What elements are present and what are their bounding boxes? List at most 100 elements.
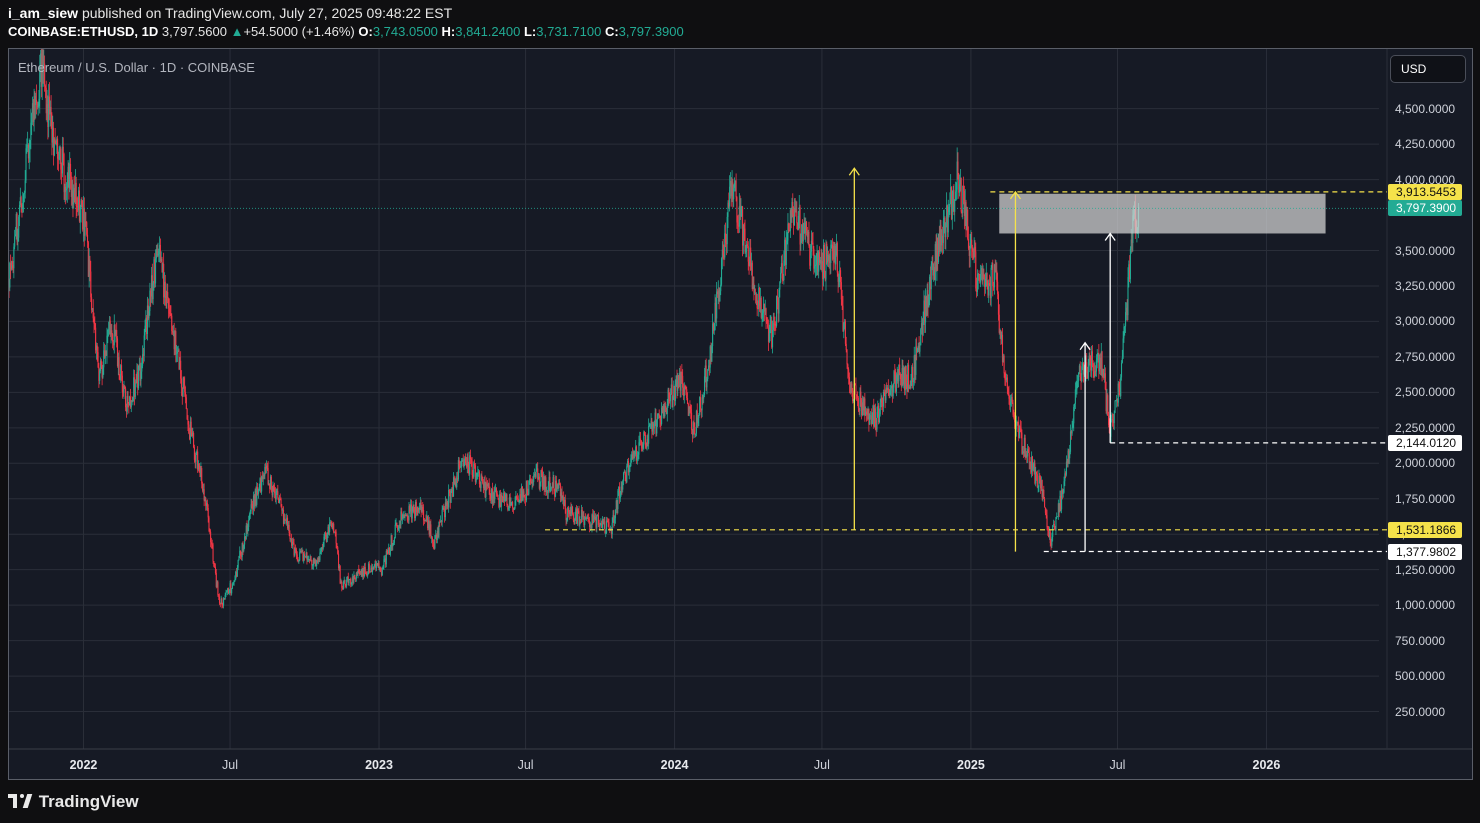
candle-body <box>620 486 622 493</box>
resistance-zone <box>999 193 1326 234</box>
candle-body <box>519 494 521 502</box>
candle-body <box>793 207 795 226</box>
candle-body <box>975 251 977 289</box>
candle-body <box>244 536 246 540</box>
candle-body <box>460 466 462 468</box>
candle-body <box>84 221 86 236</box>
candle-body <box>546 491 548 493</box>
candle-body <box>516 497 519 499</box>
candle-body <box>602 518 604 525</box>
candle-body <box>265 466 267 469</box>
price-tick-label: 2,750.0000 <box>1395 349 1456 364</box>
candle-body <box>384 558 387 565</box>
candle-body <box>350 579 352 585</box>
candle-body <box>901 367 903 387</box>
candle-body <box>277 491 279 498</box>
candle-body <box>616 500 618 510</box>
chart-pane[interactable]: Ethereum / U.S. Dollar · 1D · COINBASE U… <box>8 48 1473 780</box>
candle-body <box>509 497 511 507</box>
candle-body <box>1101 351 1103 377</box>
last-price: 3,797.5600 <box>161 24 227 39</box>
candle-body <box>732 182 734 200</box>
candle-body <box>1092 362 1094 372</box>
candle-body <box>612 514 614 523</box>
candle-body <box>486 484 489 487</box>
candle-body <box>733 187 735 200</box>
candle-body <box>607 520 609 523</box>
candle-body <box>115 330 117 335</box>
candle-body <box>582 515 584 517</box>
candle-body <box>35 99 38 104</box>
price-chart[interactable] <box>9 49 1473 780</box>
candle-body <box>531 481 533 484</box>
candle-body <box>259 478 261 488</box>
candle-body <box>124 385 126 389</box>
candle-body <box>550 487 552 492</box>
candle-body <box>788 230 791 232</box>
candle-body <box>453 477 455 485</box>
candle-body <box>189 432 191 440</box>
candle-body <box>457 478 459 480</box>
candle-body <box>520 494 522 502</box>
candle-body <box>202 489 204 491</box>
candle-body <box>1126 307 1128 316</box>
candle-body <box>370 567 372 572</box>
candle-body <box>337 553 340 569</box>
candle-body <box>887 387 889 393</box>
candle-body <box>971 239 973 248</box>
candle-body <box>498 498 500 507</box>
candle-body <box>125 407 127 412</box>
candle-body <box>397 527 400 530</box>
candle-body <box>386 550 388 553</box>
candle-body <box>1052 525 1054 537</box>
candle-body <box>353 575 355 582</box>
candle-body <box>93 318 95 324</box>
candle-body <box>641 444 643 449</box>
candle-body <box>179 360 181 370</box>
candle-body <box>679 372 681 391</box>
candle-body <box>183 378 185 385</box>
candle-body <box>1032 468 1034 471</box>
candle-body <box>587 517 589 520</box>
candle-body <box>601 523 603 528</box>
candle-body <box>295 549 297 555</box>
currency-button[interactable]: USD <box>1390 55 1466 83</box>
candle-body <box>836 243 838 273</box>
candle-body <box>201 483 204 491</box>
candle-body <box>624 471 626 475</box>
candle-body <box>971 247 974 252</box>
author-name[interactable]: i_am_siew <box>8 5 79 21</box>
candle-body <box>362 568 364 577</box>
candle-body <box>757 308 759 310</box>
candle-body <box>87 242 89 277</box>
candle-body <box>136 372 138 383</box>
candle-body <box>966 209 968 231</box>
candle-body <box>961 211 963 213</box>
candle-body <box>37 106 39 108</box>
candle-body <box>880 397 882 403</box>
candle-body <box>11 261 13 265</box>
candle-body <box>165 296 167 299</box>
candle-body <box>593 515 595 520</box>
candle-body <box>470 459 472 462</box>
candle-body <box>1096 357 1098 361</box>
candle-body <box>766 319 768 324</box>
candle-body <box>155 249 157 259</box>
price-tick-label: 1,250.0000 <box>1395 562 1456 577</box>
candle-body <box>833 245 835 260</box>
candle-body <box>243 544 245 551</box>
candle-body <box>717 290 719 295</box>
candle-body <box>163 263 165 298</box>
candle-body <box>1094 370 1096 378</box>
candle-body <box>1055 517 1057 531</box>
candle-body <box>862 402 864 411</box>
time-tick-label: 2022 <box>69 758 98 772</box>
candle-body <box>48 96 51 115</box>
candle-body <box>129 396 131 406</box>
candle-body <box>1086 371 1089 379</box>
candle-body <box>82 208 85 230</box>
candle-body <box>885 387 887 401</box>
candle-body <box>599 524 601 527</box>
candle-body <box>1044 507 1046 513</box>
candle-body <box>248 514 251 521</box>
